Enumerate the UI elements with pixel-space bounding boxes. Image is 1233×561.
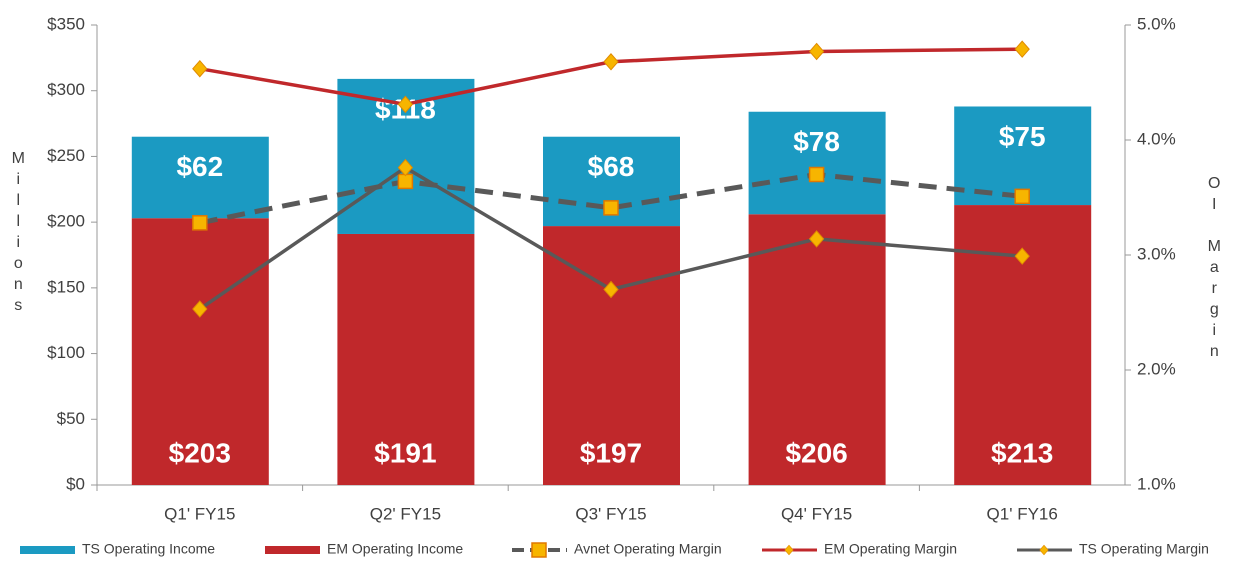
bar	[131, 136, 269, 219]
bar	[543, 226, 680, 486]
y-tick-label: $350	[47, 14, 85, 33]
legend-swatch	[265, 546, 320, 554]
line-marker	[1014, 40, 1030, 58]
value-label: $75	[999, 121, 1046, 152]
value-label: $68	[588, 151, 635, 182]
value-label: $203	[169, 437, 231, 468]
legend-label: Avnet Operating Margin	[574, 541, 722, 557]
bar	[131, 218, 269, 485]
value-label: $206	[785, 437, 847, 468]
legend-label: EM Operating Income	[327, 541, 463, 557]
y2-tick-label: 5.0%	[1137, 14, 1176, 33]
y2-axis-label: OI Margin	[1206, 175, 1223, 364]
legend-label: TS Operating Income	[82, 541, 215, 557]
x-tick-label: Q4' FY15	[781, 504, 852, 523]
line-marker	[1014, 247, 1030, 265]
value-label: $197	[580, 437, 642, 468]
legend-marker	[531, 542, 547, 558]
y-tick-label: $150	[47, 277, 85, 296]
line-marker	[192, 59, 208, 78]
line-marker	[397, 173, 414, 190]
y-axis-label: Millions	[10, 150, 27, 318]
x-tick-label: Q2' FY15	[370, 504, 441, 523]
line-marker	[603, 200, 619, 216]
y-tick-label: $250	[47, 146, 85, 165]
y2-tick-label: 1.0%	[1137, 474, 1176, 493]
legend-marker	[1039, 544, 1049, 556]
line-marker	[397, 158, 414, 177]
line-marker	[603, 280, 619, 299]
line-marker	[808, 42, 825, 61]
x-tick-label: Q1' FY16	[987, 504, 1058, 523]
y2-tick-label: 2.0%	[1137, 359, 1176, 378]
line-marker	[1014, 188, 1030, 205]
legend-label: TS Operating Margin	[1079, 541, 1209, 557]
y-tick-label: $100	[47, 343, 85, 362]
y-tick-label: $0	[66, 474, 85, 493]
y-tick-label: $50	[57, 409, 85, 428]
value-label: $62	[176, 151, 223, 182]
legend-label: EM Operating Margin	[824, 541, 957, 557]
bar	[748, 214, 886, 485]
bar	[748, 111, 886, 215]
y2-tick-label: 4.0%	[1137, 129, 1176, 148]
value-label: $191	[374, 437, 436, 468]
line-marker	[192, 300, 208, 318]
y2-tick-label: 3.0%	[1137, 244, 1176, 263]
line-marker	[808, 230, 825, 248]
y-tick-label: $200	[47, 212, 85, 231]
bar	[337, 233, 475, 485]
x-tick-label: Q3' FY15	[575, 504, 646, 523]
legend-swatch	[20, 546, 75, 554]
line-marker	[603, 53, 619, 71]
line-marker	[397, 95, 414, 114]
y-tick-label: $300	[47, 80, 85, 99]
line-marker	[192, 215, 208, 231]
legend-marker	[784, 544, 794, 556]
line-marker	[808, 166, 825, 183]
value-label: $213	[991, 437, 1053, 468]
x-tick-label: Q1' FY15	[164, 504, 235, 523]
value-label: $78	[793, 126, 840, 157]
